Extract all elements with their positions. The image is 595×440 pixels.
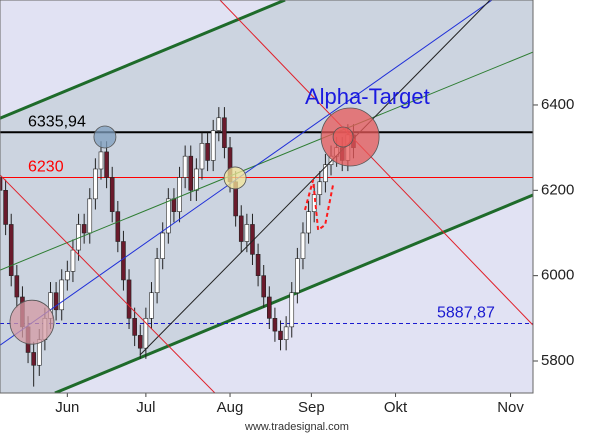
candle-body bbox=[244, 224, 250, 242]
candle-body bbox=[98, 151, 104, 170]
y-tick-label: 6400 bbox=[541, 96, 574, 113]
marker-circle bbox=[332, 126, 354, 148]
plot-border bbox=[0, 0, 534, 394]
x-tick-label: Sep bbox=[298, 399, 325, 416]
candle-body bbox=[283, 326, 289, 340]
candle-body bbox=[300, 232, 306, 259]
trend-line bbox=[0, 0, 493, 346]
candle-body bbox=[160, 232, 166, 259]
candle-body bbox=[295, 258, 300, 294]
candle-body bbox=[109, 177, 115, 212]
candle-body bbox=[115, 211, 121, 242]
candle-body bbox=[216, 117, 222, 131]
candle-body bbox=[87, 198, 93, 234]
source: www.tradesignal.com bbox=[244, 421, 349, 433]
candle-body bbox=[93, 168, 98, 200]
candle-body bbox=[121, 241, 126, 281]
candle-body bbox=[149, 292, 154, 319]
marker-circle bbox=[223, 166, 247, 190]
marker-circle bbox=[9, 299, 55, 345]
candle-body bbox=[166, 198, 171, 234]
x-tick-label: Okt bbox=[384, 399, 408, 416]
candle-body bbox=[104, 151, 109, 178]
annotation: Alpha-Target bbox=[305, 84, 430, 109]
candle-body bbox=[177, 177, 182, 212]
x-tick-label: Jun bbox=[55, 399, 79, 416]
trend-line bbox=[0, 51, 533, 271]
candle-body bbox=[59, 279, 65, 311]
trend-line bbox=[139, 0, 491, 356]
candle-body bbox=[53, 292, 59, 311]
trend-line bbox=[0, 174, 216, 393]
candle-body bbox=[81, 224, 87, 234]
candle-body bbox=[171, 198, 177, 212]
level-label: 6335,94 bbox=[28, 114, 86, 131]
candle-body bbox=[14, 275, 20, 298]
candle-body bbox=[0, 177, 3, 191]
trend-line bbox=[219, 0, 533, 326]
candle-body bbox=[210, 130, 216, 161]
candle-body bbox=[306, 211, 311, 234]
candle-body bbox=[143, 318, 149, 349]
candle-body bbox=[31, 352, 36, 366]
x-tick-label: Jul bbox=[136, 399, 155, 416]
candle-body bbox=[182, 155, 188, 178]
level-label: 5887,87 bbox=[437, 305, 495, 322]
candle-body bbox=[222, 117, 227, 148]
candle-body bbox=[317, 181, 323, 195]
channel-line bbox=[0, 0, 286, 120]
marker-circle bbox=[93, 125, 117, 149]
candle-body bbox=[267, 296, 272, 319]
candle-body bbox=[289, 292, 295, 328]
candle-body bbox=[137, 335, 143, 349]
y-tick-label: 6200 bbox=[541, 181, 574, 198]
level-label: 6230 bbox=[28, 159, 64, 176]
candle-body bbox=[205, 143, 210, 161]
x-tick-label: Nov bbox=[497, 399, 524, 416]
candle-body bbox=[238, 215, 244, 242]
candle-body bbox=[323, 164, 328, 183]
candle-body bbox=[194, 168, 199, 191]
y-tick-label: 5800 bbox=[541, 352, 574, 369]
candle-body bbox=[70, 249, 76, 272]
x-tick-label: Aug bbox=[217, 399, 244, 416]
plot-layer bbox=[0, 0, 533, 393]
candle-body bbox=[188, 155, 194, 191]
candle-body bbox=[199, 143, 205, 170]
candle-body bbox=[311, 194, 317, 212]
candle-body bbox=[8, 224, 14, 276]
channel-band bbox=[0, 0, 533, 393]
candle-body bbox=[261, 275, 266, 298]
candle-body bbox=[154, 258, 160, 294]
candle-body bbox=[278, 330, 283, 340]
candle-body bbox=[126, 279, 132, 319]
candle-body bbox=[272, 318, 278, 332]
candle-body bbox=[65, 271, 70, 281]
candle-body bbox=[3, 190, 8, 225]
candle-body bbox=[255, 254, 261, 276]
y-tick-label: 6000 bbox=[541, 267, 574, 284]
candle-body bbox=[132, 318, 137, 336]
